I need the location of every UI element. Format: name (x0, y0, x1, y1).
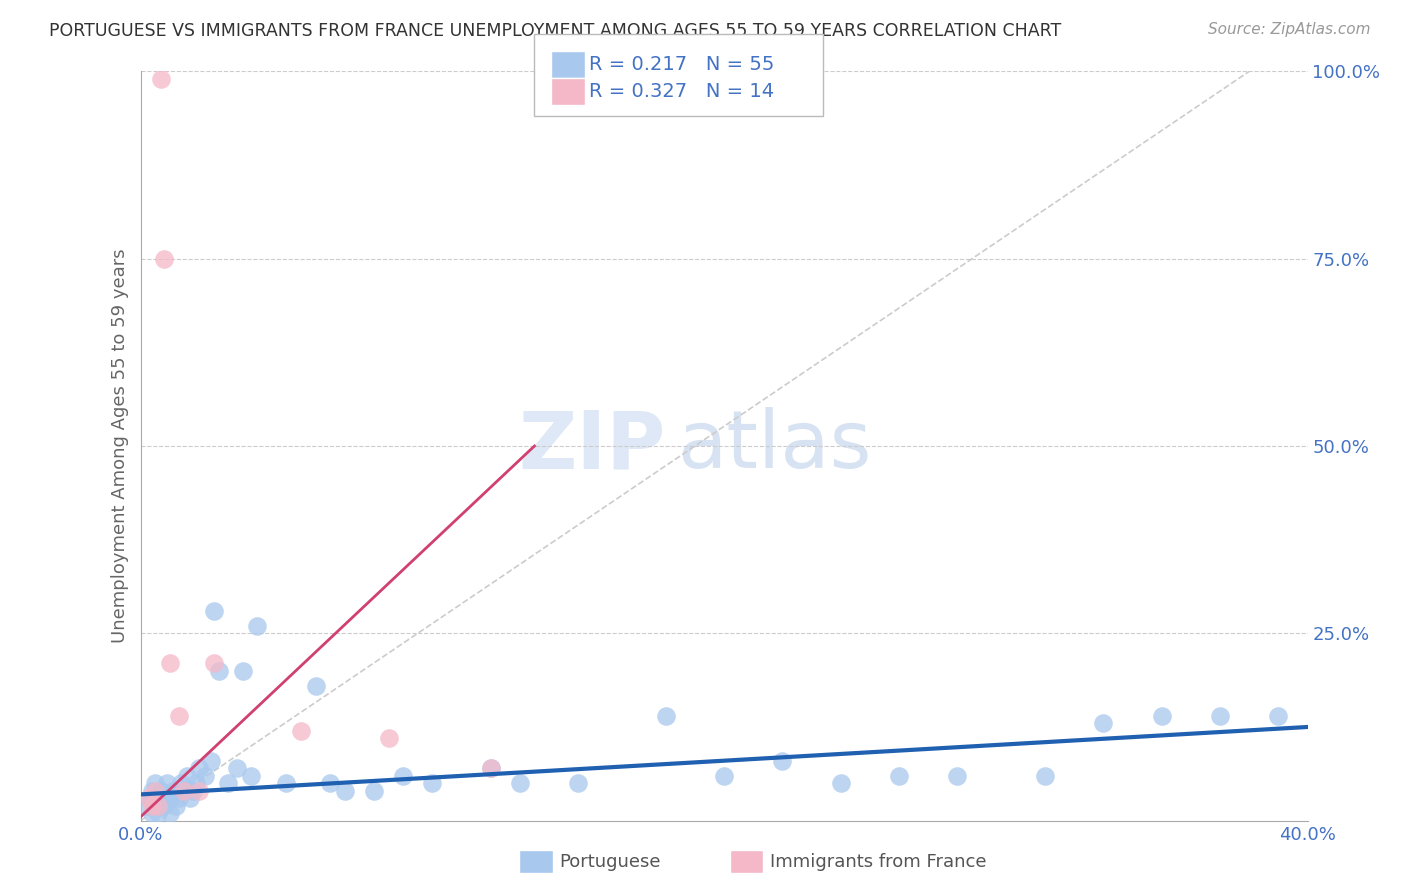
Point (143, 798, 166, 813)
Point (655, 708, 678, 723)
Point (319, 776, 342, 790)
Point (181, 783, 204, 797)
Point (159, 657, 181, 671)
Point (135, 798, 157, 813)
Point (225, 761, 247, 775)
Point (333, 783, 356, 797)
Point (162, 783, 184, 797)
Text: ZIP: ZIP (519, 407, 666, 485)
Point (567, 776, 589, 790)
Point (290, 723, 312, 738)
Point (150, 71, 173, 86)
Point (141, 806, 163, 821)
Text: R = 0.217   N = 55: R = 0.217 N = 55 (589, 54, 775, 74)
Text: atlas: atlas (678, 407, 872, 485)
Point (153, 798, 176, 813)
Point (200, 754, 222, 768)
Point (479, 761, 502, 775)
Point (150, 798, 173, 813)
Point (946, 769, 969, 783)
Point (176, 769, 198, 783)
Point (202, 657, 225, 671)
Point (146, 798, 169, 813)
Point (184, 776, 207, 790)
Point (179, 791, 201, 805)
Text: Immigrants from France: Immigrants from France (770, 853, 987, 871)
Text: Source: ZipAtlas.com: Source: ZipAtlas.com (1208, 22, 1371, 37)
Point (305, 679, 328, 693)
Point (159, 791, 181, 805)
Point (377, 731, 399, 746)
Point (167, 791, 190, 805)
Point (143, 783, 166, 797)
Point (246, 619, 269, 633)
Point (240, 769, 263, 783)
Point (1267, 708, 1289, 723)
Text: Portuguese: Portuguese (560, 853, 661, 871)
Point (173, 783, 195, 797)
Point (1092, 716, 1115, 731)
Point (156, 776, 179, 790)
Point (208, 664, 231, 678)
Text: R = 0.327   N = 14: R = 0.327 N = 14 (589, 82, 775, 102)
Point (1033, 769, 1056, 783)
Point (232, 664, 254, 678)
Point (138, 791, 160, 805)
Point (217, 776, 239, 790)
Point (1209, 708, 1232, 723)
Point (363, 783, 385, 797)
Point (276, 776, 298, 790)
Point (1150, 708, 1173, 723)
Point (146, 806, 169, 821)
Point (772, 754, 794, 768)
Point (165, 798, 187, 813)
Point (422, 776, 444, 790)
Text: PORTUGUESE VS IMMIGRANTS FROM FRANCE UNEMPLOYMENT AMONG AGES 55 TO 59 YEARS CORR: PORTUGUESE VS IMMIGRANTS FROM FRANCE UNE… (49, 22, 1062, 40)
Point (143, 776, 166, 790)
Point (188, 761, 211, 775)
Y-axis label: Unemployment Among Ages 55 to 59 years: Unemployment Among Ages 55 to 59 years (111, 249, 129, 643)
Point (889, 769, 911, 783)
Point (138, 791, 160, 805)
Point (167, 708, 190, 723)
Point (146, 791, 169, 805)
Point (392, 769, 415, 783)
Point (479, 761, 502, 775)
Point (509, 776, 531, 790)
Point (202, 604, 225, 618)
Point (188, 783, 211, 797)
Point (141, 783, 163, 797)
Point (830, 776, 852, 790)
Point (173, 783, 195, 797)
Point (159, 806, 181, 821)
Point (170, 776, 193, 790)
Point (194, 769, 217, 783)
Point (153, 791, 176, 805)
Point (153, 252, 176, 266)
Point (713, 769, 735, 783)
Point (141, 798, 163, 813)
Point (150, 783, 173, 797)
